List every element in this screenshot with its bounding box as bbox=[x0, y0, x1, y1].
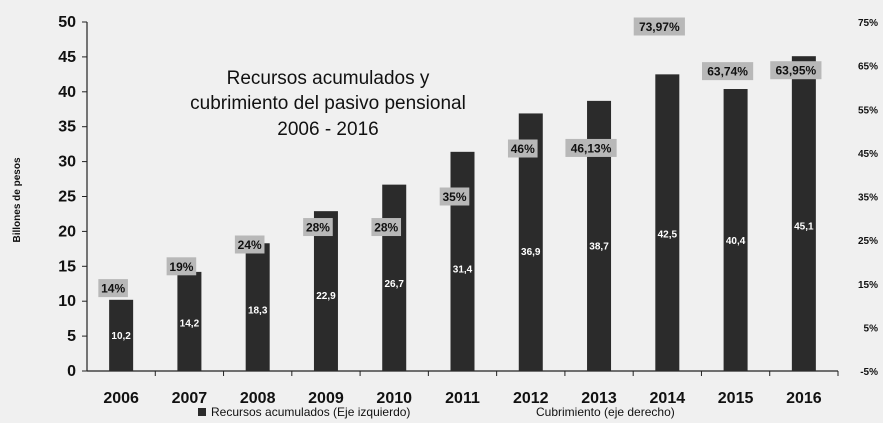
x-tick-label-2011: 2011 bbox=[445, 390, 480, 407]
coverage-box-2016 bbox=[770, 61, 822, 80]
x-tick-label-2012: 2012 bbox=[513, 390, 549, 407]
x-tick-label-2008: 2008 bbox=[240, 390, 276, 407]
y-tick-label-left-25: 25 bbox=[58, 189, 76, 206]
bar-value-label-2015: 40,4 bbox=[726, 236, 746, 247]
y-tick-label-right-5%: 5% bbox=[864, 323, 879, 334]
legend-label-recursos: Recursos acumulados (Eje izquierdo) bbox=[211, 405, 410, 419]
coverage-label-2014: 73,97% bbox=[639, 20, 680, 34]
coverage-label-2009: 28% bbox=[306, 221, 330, 235]
bar-2010 bbox=[382, 184, 407, 371]
y-tick-label-right--5%: -5% bbox=[860, 367, 878, 378]
coverage-box-2008 bbox=[234, 235, 265, 254]
coverage-label-2013: 46,13% bbox=[571, 141, 612, 155]
y-tick-label-right-25%: 25% bbox=[858, 236, 878, 247]
y-tick-label-left-15: 15 bbox=[58, 258, 76, 275]
bar-value-label-2016: 45,1 bbox=[794, 221, 814, 232]
y-tick-label-left-20: 20 bbox=[58, 223, 76, 240]
bar-value-label-2007: 14,2 bbox=[180, 318, 200, 329]
bar-value-label-2011: 31,4 bbox=[453, 264, 473, 275]
y-tick-label-right-55%: 55% bbox=[858, 105, 878, 116]
bar-2014 bbox=[655, 74, 680, 371]
coverage-box-2012 bbox=[507, 139, 538, 158]
y-tick-label-left-0: 0 bbox=[67, 363, 76, 380]
y-axis-label: Billones de pesos bbox=[12, 157, 23, 242]
bar-2007 bbox=[177, 271, 202, 371]
coverage-label-2006: 14% bbox=[101, 282, 125, 296]
y-tick-label-right-15%: 15% bbox=[858, 280, 878, 291]
bar-2015 bbox=[723, 89, 748, 372]
y-tick-label-right-65%: 65% bbox=[858, 62, 878, 73]
legend-label-cubrimiento: Cubrimiento (eje derecho) bbox=[536, 405, 675, 419]
chart-title-line-2: cubrimiento del pasivo pensional bbox=[190, 93, 466, 114]
x-tick-label-2010: 2010 bbox=[376, 390, 412, 407]
x-tick-label-2015: 2015 bbox=[718, 390, 754, 407]
coverage-box-2006 bbox=[98, 279, 128, 298]
bar-2011 bbox=[450, 151, 475, 371]
axes: 0 5 10 15 20 25 30 35 40 45 50 -5% 5% 15% 25% 35% 45% 55%… bbox=[58, 14, 878, 407]
chart-title-line-3: 2006 - 2016 bbox=[277, 119, 378, 140]
coverage-box-2014 bbox=[633, 17, 685, 36]
legend-swatch-recursos bbox=[198, 408, 206, 416]
coverage-label-2012: 46% bbox=[511, 142, 535, 156]
y-tick-label-right-45%: 45% bbox=[858, 149, 878, 160]
bar-value-label-2010: 26,7 bbox=[384, 279, 404, 290]
y-tick-label-right-75%: 75% bbox=[858, 18, 878, 29]
coverage-label-2008: 24% bbox=[238, 238, 262, 252]
x-tick-label-2016: 2016 bbox=[786, 390, 822, 407]
y-tick-label-left-10: 10 bbox=[58, 293, 76, 310]
coverage-label-2007: 19% bbox=[169, 260, 193, 274]
bar-value-label-2012: 36,9 bbox=[521, 247, 541, 258]
chart-title-line-1: Recursos acumulados y bbox=[227, 68, 430, 89]
coverage-labels: 14% 19% 24% 28% 28% 35% 46% 46,13% 73,97% 63,74% 6… bbox=[98, 17, 822, 298]
bar-value-label-2013: 38,7 bbox=[589, 241, 609, 252]
legend: Recursos acumulados (Eje izquierdo) Cubr… bbox=[198, 405, 675, 419]
bar-2009 bbox=[313, 211, 338, 371]
coverage-label-2010: 28% bbox=[374, 221, 398, 235]
y-tick-label-left-30: 30 bbox=[58, 154, 76, 171]
y-tick-label-left-45: 45 bbox=[58, 49, 76, 66]
coverage-label-2015: 63,74% bbox=[707, 65, 748, 79]
bar-2016 bbox=[791, 56, 816, 372]
bar-2006 bbox=[109, 299, 134, 371]
bar-value-label-2008: 18,3 bbox=[248, 306, 268, 317]
bar-2008 bbox=[245, 243, 270, 371]
x-tick-label-2009: 2009 bbox=[308, 390, 344, 407]
y-tick-label-left-50: 50 bbox=[58, 14, 76, 31]
coverage-label-2011: 35% bbox=[442, 190, 466, 204]
x-tick-label-2013: 2013 bbox=[581, 390, 617, 407]
y-tick-label-left-40: 40 bbox=[58, 84, 76, 101]
y-tick-label-left-5: 5 bbox=[67, 328, 76, 345]
x-tick-label-2006: 2006 bbox=[103, 390, 139, 407]
coverage-box-2007 bbox=[166, 257, 197, 276]
coverage-box-2013 bbox=[565, 138, 617, 157]
y-tick-label-left-35: 35 bbox=[58, 119, 76, 136]
coverage-box-2015 bbox=[701, 62, 754, 81]
bar-value-label-2009: 22,9 bbox=[316, 291, 336, 302]
y-tick-label-right-35%: 35% bbox=[858, 193, 878, 204]
bar-value-label-2014: 42,5 bbox=[658, 230, 678, 241]
coverage-label-2016: 63,95% bbox=[776, 64, 817, 78]
coverage-box-2010 bbox=[371, 218, 402, 237]
coverage-box-2011 bbox=[439, 187, 470, 206]
bar-value-label-2006: 10,2 bbox=[111, 331, 131, 342]
coverage-box-2009 bbox=[303, 218, 333, 237]
x-tick-label-2014: 2014 bbox=[650, 390, 686, 407]
x-tick-label-2007: 2007 bbox=[172, 390, 208, 407]
